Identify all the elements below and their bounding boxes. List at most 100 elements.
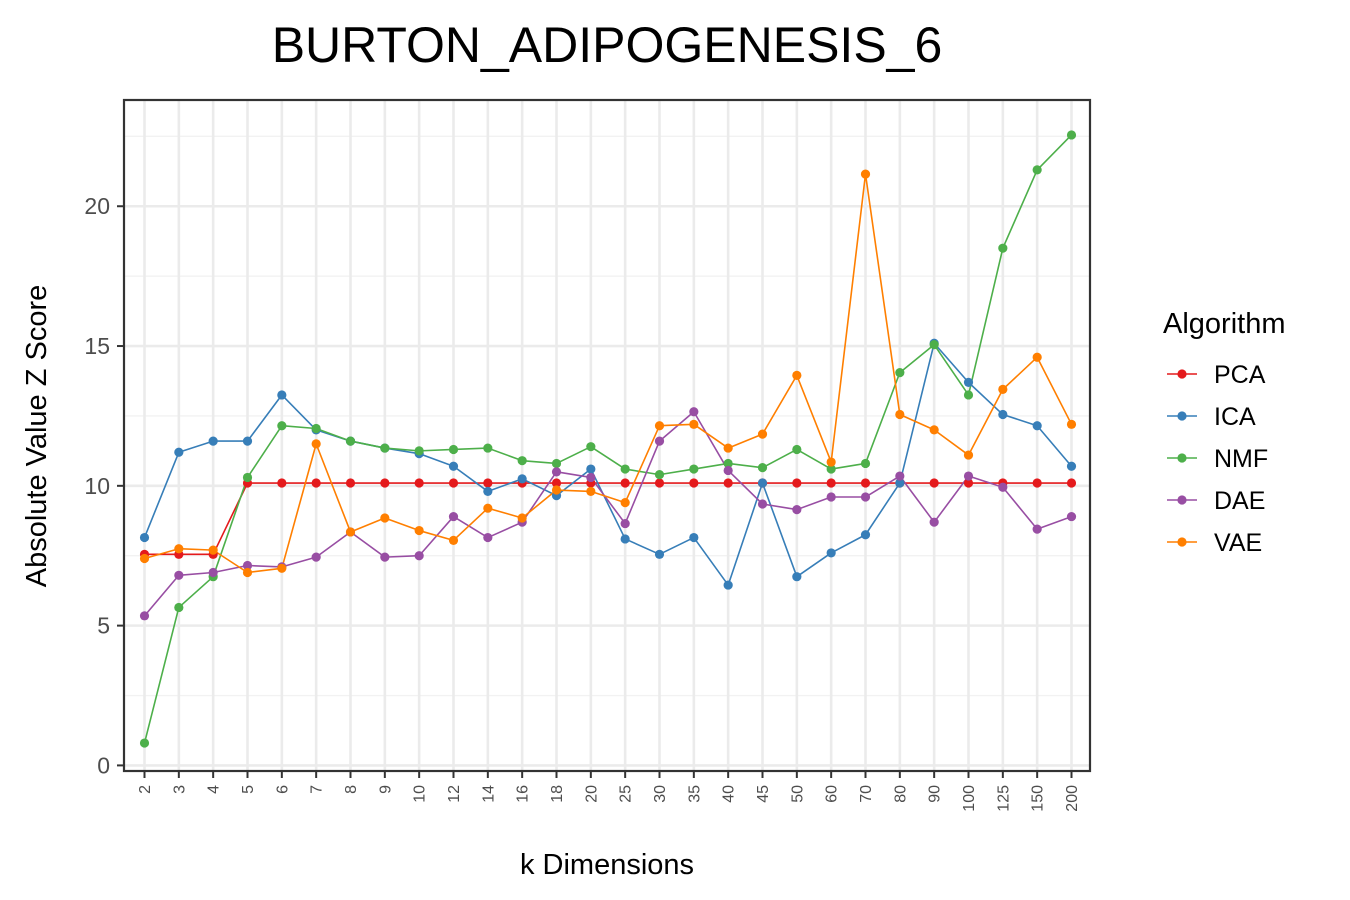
data-point-nmf: [860, 458, 871, 469]
x-tick-label: 5: [240, 785, 257, 794]
y-tick-label: 15: [84, 333, 110, 359]
data-point-nmf: [1066, 130, 1077, 140]
data-point-vae: [448, 535, 459, 545]
data-point-ica: [860, 530, 871, 540]
data-point-vae: [963, 450, 974, 460]
x-tick-label: 10: [412, 785, 429, 803]
data-point-nmf: [483, 443, 493, 453]
data-point-pca: [929, 478, 939, 488]
data-point-dae: [792, 504, 802, 515]
data-point-pca: [826, 478, 836, 488]
x-tick-label: 7: [309, 785, 326, 794]
data-point-vae: [792, 370, 802, 380]
series-line-nmf: [143, 134, 1073, 744]
x-tick-label: 125: [995, 785, 1012, 812]
x-tick-label: 6: [274, 785, 291, 794]
data-point-nmf: [277, 421, 287, 431]
data-point-ica: [723, 580, 733, 590]
data-point-vae: [998, 384, 1008, 394]
data-point-nmf: [792, 444, 802, 455]
data-point-vae: [208, 545, 218, 555]
data-point-dae: [448, 511, 459, 522]
data-point-ica: [689, 532, 699, 543]
data-point-pca: [860, 478, 871, 488]
data-point-dae: [1066, 511, 1077, 522]
data-point-dae: [895, 471, 905, 481]
data-point-dae: [654, 436, 665, 446]
data-point-pca: [963, 478, 974, 488]
data-point-dae: [311, 552, 321, 562]
data-point-nmf: [757, 463, 768, 473]
data-point-pca: [551, 478, 562, 488]
x-tick-label: 70: [858, 785, 875, 803]
data-point-nmf: [723, 458, 733, 469]
data-point-ica: [963, 377, 974, 387]
data-point-nmf: [929, 340, 939, 350]
x-tick-label: 40: [721, 785, 738, 803]
data-point-vae: [414, 525, 424, 536]
x-tick-label: 60: [824, 785, 841, 803]
data-point-ica: [826, 548, 836, 558]
series-line-pca: [144, 482, 1072, 556]
data-point-dae: [1032, 524, 1042, 534]
y-axis: 0 5 10 15 20: [84, 193, 124, 778]
series-points: [139, 130, 1077, 748]
y-tick-label: 10: [84, 473, 110, 499]
data-point-dae: [208, 567, 218, 578]
data-point-nmf: [689, 464, 699, 474]
y-tick-label: 5: [97, 613, 110, 639]
data-point-ica: [757, 478, 768, 488]
data-point-ica: [998, 409, 1008, 420]
legend-label-dae: DAE: [1214, 487, 1265, 515]
x-tick-label: 9: [377, 785, 394, 794]
data-point-nmf: [826, 464, 836, 474]
data-point-vae: [380, 513, 390, 523]
data-point-vae: [860, 169, 871, 179]
data-point-vae: [1032, 352, 1042, 362]
data-point-ica: [139, 532, 150, 543]
data-point-dae: [757, 499, 768, 509]
x-tick-label: 90: [927, 785, 944, 803]
legend-label-pca: PCA: [1214, 361, 1266, 389]
data-point-ica: [586, 464, 596, 474]
data-point-dae: [860, 492, 871, 502]
data-point-nmf: [586, 442, 596, 452]
data-point-ica: [242, 436, 253, 446]
data-point-pca: [689, 478, 699, 488]
data-point-vae: [895, 409, 905, 420]
data-point-ica: [895, 478, 905, 488]
data-point-dae: [998, 482, 1008, 492]
x-tick-label: 150: [1030, 785, 1047, 812]
x-tick-label: 14: [480, 785, 497, 803]
x-tick-label: 3: [171, 785, 188, 794]
data-point-nmf: [551, 458, 562, 469]
data-point-ica: [517, 474, 527, 484]
data-point-vae: [483, 503, 493, 513]
legend-key-point: [1177, 495, 1187, 505]
legend-key-point: [1177, 411, 1187, 421]
x-tick-label: 16: [515, 785, 532, 803]
x-axis-label: k Dimensions: [520, 849, 694, 881]
x-tick-label: 30: [652, 785, 669, 803]
data-point-nmf: [1032, 165, 1042, 175]
data-point-nmf: [139, 738, 150, 748]
data-point-ica: [174, 447, 184, 457]
data-point-nmf: [380, 443, 390, 453]
data-point-pca: [414, 478, 424, 488]
data-point-nmf: [174, 602, 184, 613]
data-point-nmf: [620, 464, 630, 474]
legend-label-ica: ICA: [1214, 403, 1256, 431]
legend-title: Algorithm: [1163, 308, 1286, 340]
data-point-vae: [551, 485, 562, 495]
legend-key-point: [1177, 453, 1187, 463]
data-point-nmf: [963, 390, 974, 400]
data-point-pca: [654, 478, 665, 488]
legend-key-point: [1177, 537, 1187, 547]
data-point-dae: [483, 532, 493, 543]
legend: Algorithm PCA ICA NMF DAE VAE: [1163, 308, 1286, 557]
data-point-nmf: [517, 456, 527, 466]
x-tick-label: 200: [1064, 785, 1081, 812]
data-point-nmf: [242, 472, 253, 483]
data-point-pca: [1066, 478, 1077, 488]
